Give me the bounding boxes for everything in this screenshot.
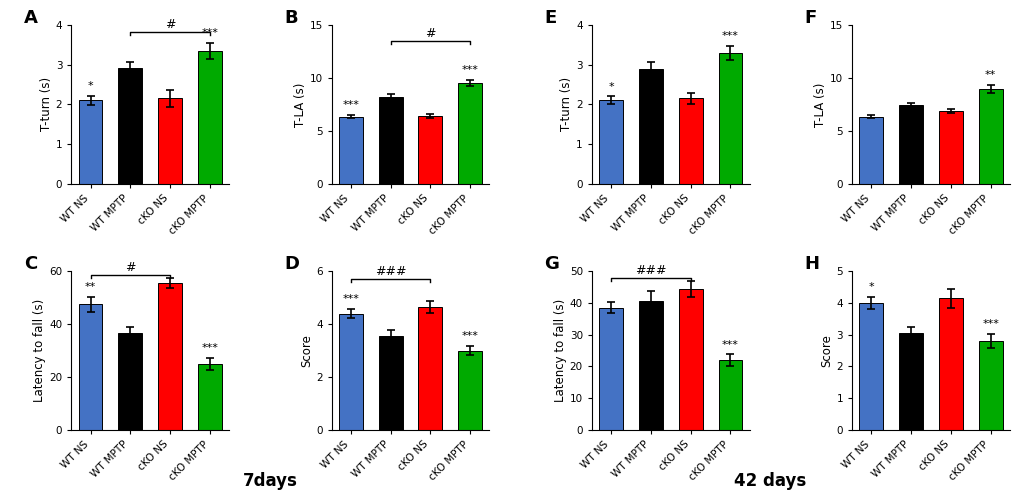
Text: #: #	[165, 18, 175, 32]
Y-axis label: T-turn (s): T-turn (s)	[40, 78, 53, 132]
Bar	[937, 112, 962, 184]
Bar	[678, 288, 702, 430]
Bar	[638, 302, 662, 430]
Bar	[898, 333, 922, 430]
Y-axis label: Latency to fall (s): Latency to fall (s)	[34, 299, 47, 402]
Text: ###: ###	[635, 264, 665, 276]
Bar	[198, 364, 222, 430]
Text: ***: ***	[981, 320, 999, 330]
Text: ***: ***	[462, 66, 478, 76]
Bar	[678, 98, 702, 184]
Text: ###: ###	[374, 266, 406, 278]
Text: *: *	[867, 282, 873, 292]
Y-axis label: T-LA (s): T-LA (s)	[293, 82, 307, 126]
Bar	[338, 116, 363, 184]
Text: ***: ***	[342, 100, 359, 110]
Bar	[937, 298, 962, 430]
Bar	[717, 360, 742, 430]
Bar	[978, 88, 1002, 184]
Text: *: *	[607, 82, 613, 92]
Bar	[78, 100, 102, 184]
Text: ***: ***	[462, 331, 478, 341]
Y-axis label: T-LA (s): T-LA (s)	[813, 82, 826, 126]
Bar	[378, 336, 403, 430]
Text: ***: ***	[202, 343, 218, 353]
Bar	[458, 83, 482, 184]
Text: B: B	[284, 9, 298, 27]
Text: 42 days: 42 days	[734, 472, 805, 490]
Text: ***: ***	[721, 31, 738, 41]
Bar	[418, 116, 442, 184]
Y-axis label: Latency to fall (s): Latency to fall (s)	[553, 299, 567, 402]
Text: **: **	[984, 70, 996, 80]
Bar	[118, 68, 143, 184]
Y-axis label: T-turn (s): T-turn (s)	[559, 78, 573, 132]
Text: A: A	[24, 9, 38, 27]
Text: G: G	[544, 256, 558, 274]
Bar	[118, 334, 143, 430]
Bar	[598, 308, 623, 430]
Text: ***: ***	[721, 340, 738, 349]
Bar	[158, 98, 182, 184]
Bar	[898, 105, 922, 184]
Bar	[378, 97, 403, 184]
Text: F: F	[804, 9, 816, 27]
Text: *: *	[88, 81, 93, 91]
Text: D: D	[284, 256, 299, 274]
Bar	[978, 341, 1002, 430]
Text: C: C	[24, 256, 38, 274]
Y-axis label: Score: Score	[300, 334, 313, 367]
Bar	[338, 314, 363, 430]
Y-axis label: Score: Score	[820, 334, 833, 367]
Bar	[198, 51, 222, 184]
Text: E: E	[544, 9, 556, 27]
Text: ***: ***	[342, 294, 359, 304]
Bar	[858, 303, 882, 430]
Text: #: #	[425, 27, 435, 40]
Text: H: H	[804, 256, 819, 274]
Bar	[858, 116, 882, 184]
Bar	[598, 100, 623, 184]
Bar	[78, 304, 102, 430]
Bar	[717, 53, 742, 184]
Bar	[638, 70, 662, 184]
Bar	[418, 307, 442, 430]
Bar	[158, 283, 182, 430]
Text: **: **	[85, 282, 96, 292]
Text: 7days: 7days	[243, 472, 298, 490]
Text: #: #	[125, 262, 136, 274]
Text: ***: ***	[202, 28, 218, 38]
Bar	[458, 350, 482, 430]
